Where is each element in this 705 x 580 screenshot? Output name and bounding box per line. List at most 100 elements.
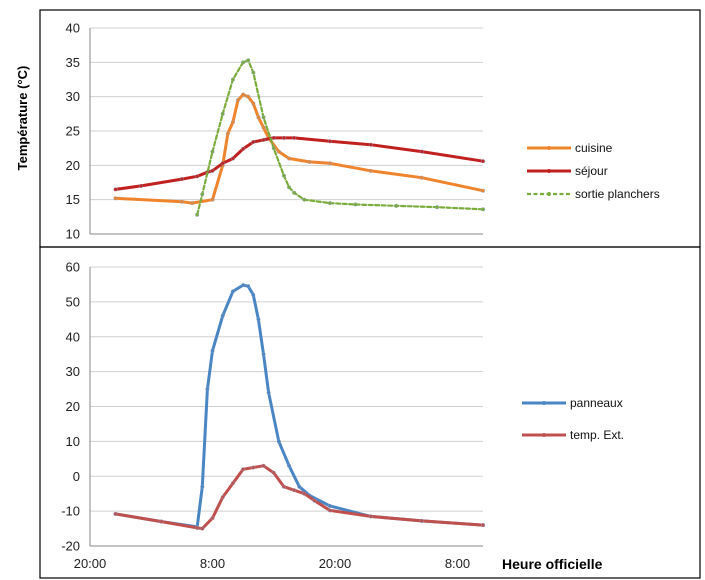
- data-point: [210, 149, 215, 154]
- data-point: [210, 197, 215, 202]
- y-tick-label: 20: [66, 399, 80, 414]
- data-point: [251, 465, 256, 470]
- y-tick-label: 60: [66, 260, 80, 275]
- y-tick-label: 50: [66, 294, 80, 309]
- data-point: [220, 495, 225, 500]
- data-point: [292, 190, 297, 195]
- data-point: [246, 94, 251, 99]
- data-point: [241, 283, 246, 288]
- x-tick-label: 20:00: [74, 556, 107, 571]
- data-point: [236, 98, 241, 103]
- data-point: [327, 503, 332, 508]
- data-point: [368, 514, 373, 519]
- x-tick-label: 20:00: [319, 556, 352, 571]
- data-point: [195, 212, 200, 217]
- data-point: [200, 526, 205, 531]
- legend-label: séjour: [575, 164, 608, 178]
- y-tick-label: 40: [66, 329, 80, 344]
- data-point: [200, 484, 205, 489]
- y-tick-label: 40: [66, 21, 80, 36]
- y-tick-label: 10: [66, 227, 80, 242]
- series-line-2: [114, 136, 485, 191]
- data-point: [312, 498, 317, 503]
- data-point: [419, 175, 424, 180]
- data-point: [220, 161, 225, 166]
- data-point: [251, 292, 256, 297]
- data-point: [251, 101, 256, 106]
- data-point: [394, 203, 399, 208]
- legend-marker: [542, 401, 546, 405]
- data-point: [435, 205, 440, 210]
- legend-marker: [547, 192, 551, 196]
- data-point: [220, 313, 225, 318]
- data-point: [307, 159, 312, 164]
- data-point: [113, 196, 118, 201]
- data-point: [251, 70, 256, 75]
- data-point: [297, 484, 302, 489]
- data-point: [241, 92, 246, 97]
- y-axis-label: Température (°C): [15, 66, 30, 171]
- data-point: [281, 173, 286, 178]
- data-point: [210, 516, 215, 521]
- y-tick-label: 30: [66, 89, 80, 104]
- data-point: [327, 139, 332, 144]
- data-point: [205, 387, 210, 392]
- data-point: [287, 185, 292, 190]
- data-point: [113, 187, 118, 192]
- data-point: [281, 135, 286, 140]
- data-point: [113, 511, 118, 516]
- data-point: [230, 77, 235, 82]
- data-point: [419, 149, 424, 154]
- data-point: [261, 125, 266, 130]
- data-point: [276, 149, 281, 154]
- x-axis-label: Heure officielle: [502, 556, 603, 572]
- data-point: [190, 201, 195, 206]
- data-point: [302, 491, 307, 496]
- legend-label: sortie planchers: [575, 187, 660, 201]
- x-tick-label: 8:00: [200, 556, 225, 571]
- data-point: [230, 156, 235, 161]
- data-point: [327, 161, 332, 166]
- data-point: [256, 317, 261, 322]
- data-point: [230, 120, 235, 125]
- data-point: [287, 156, 292, 161]
- frames: [39, 9, 701, 579]
- data-point: [246, 284, 251, 289]
- data-point: [292, 488, 297, 493]
- data-point: [368, 168, 373, 173]
- data-point: [139, 183, 144, 188]
- data-point: [256, 115, 261, 120]
- data-point: [200, 192, 205, 197]
- data-point: [241, 467, 246, 472]
- data-point: [266, 390, 271, 395]
- data-point: [481, 159, 486, 164]
- data-point: [271, 470, 276, 475]
- legend-marker: [547, 169, 551, 173]
- data-point: [159, 519, 164, 524]
- data-point: [481, 188, 486, 193]
- data-point: [302, 197, 307, 202]
- data-point: [210, 168, 215, 173]
- x-tick-label: 8:00: [445, 556, 470, 571]
- chart-bottom-panels: -20 -10 0 10 20 30 40 50 60 20:00 8:00 20:00 8:00 pan…: [61, 260, 624, 572]
- data-point: [287, 463, 292, 468]
- legend-label: temp. Ext.: [570, 428, 624, 442]
- data-point: [368, 142, 373, 147]
- y-tick-label: 35: [66, 55, 80, 70]
- legend-label: panneaux: [570, 396, 623, 410]
- data-point: [179, 199, 184, 204]
- legend-marker: [542, 433, 546, 437]
- data-point: [251, 139, 256, 144]
- data-point: [271, 146, 276, 151]
- data-point: [353, 202, 358, 207]
- data-point: [225, 131, 230, 136]
- y-tick-label: 30: [66, 364, 80, 379]
- data-point: [327, 201, 332, 206]
- data-point: [230, 481, 235, 486]
- legend-marker: [547, 146, 551, 150]
- legend-label: cuisine: [575, 141, 613, 155]
- y-tick-label: 0: [73, 469, 80, 484]
- y-tick-label: 10: [66, 434, 80, 449]
